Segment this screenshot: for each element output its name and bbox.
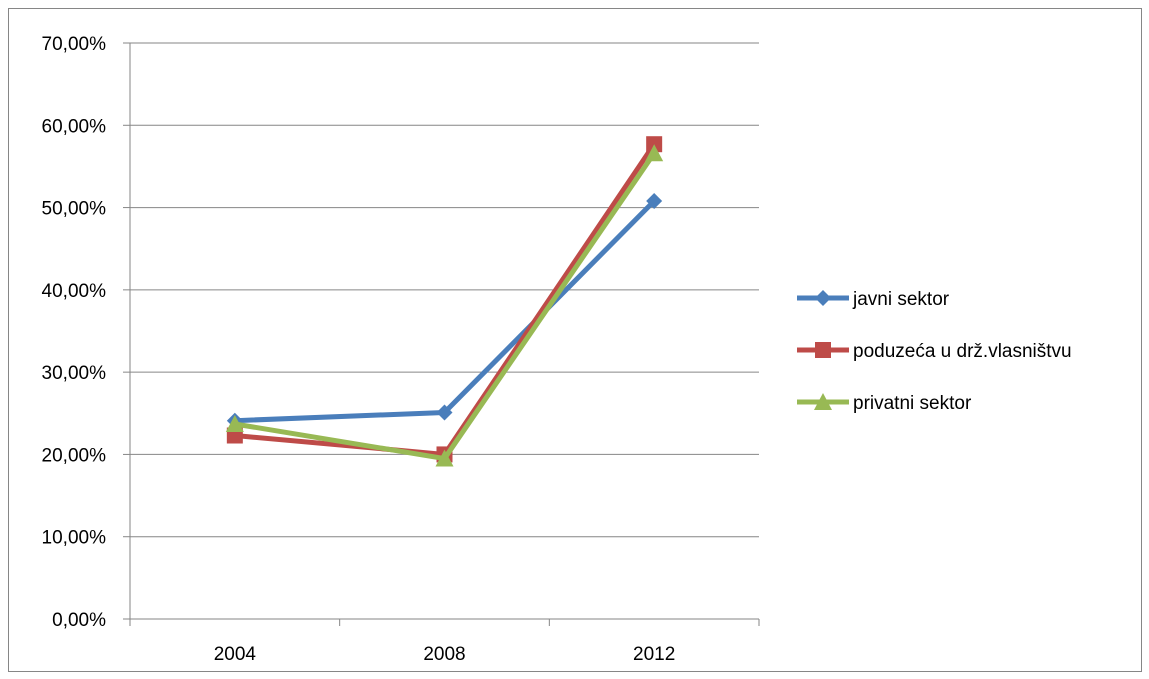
legend-item: poduzeća u drž.vlasništvu — [797, 341, 1072, 362]
legend-marker — [815, 290, 831, 306]
axes — [123, 42, 760, 626]
legend-label: privatni sektor — [853, 393, 972, 414]
legend-label: javni sektor — [852, 289, 950, 310]
x-axis-tick-label: 2008 — [423, 644, 465, 665]
y-axis-tick-label: 0,00% — [52, 610, 106, 631]
legend-item: privatni sektor — [797, 393, 972, 414]
y-axis-tick-label: 70,00% — [42, 34, 107, 55]
y-axis-tick-labels: 0,00% 10,00% 20,00% 30,00% 40,00% 50,00% 60,00… — [42, 34, 107, 631]
y-axis-tick-label: 50,00% — [42, 199, 107, 220]
y-axis-tick-label: 20,00% — [42, 445, 107, 466]
x-axis-tick-label: 2012 — [633, 644, 675, 665]
legend-marker — [814, 393, 832, 410]
data-point — [436, 404, 453, 421]
series-2 — [225, 144, 664, 467]
legend-label: poduzeća u drž.vlasništvu — [853, 341, 1072, 362]
y-axis-tick-label: 40,00% — [42, 281, 107, 302]
y-axis-tick-label: 10,00% — [42, 528, 107, 549]
legend-item: javni sektor — [797, 289, 950, 310]
y-axis-tick-label: 60,00% — [42, 116, 107, 137]
data-point — [646, 136, 663, 153]
chart-frame — [8, 8, 1142, 672]
data-point — [435, 449, 454, 467]
data-point — [645, 144, 664, 162]
x-axis-tick-labels: 2004 2008 2012 — [214, 644, 676, 665]
series-lines — [225, 136, 664, 467]
x-axis-tick-label: 2004 — [214, 644, 257, 665]
data-point — [225, 414, 244, 432]
y-axis-tick-label: 30,00% — [42, 363, 107, 384]
data-point — [646, 192, 663, 209]
legend: javni sektor poduzeća u drž.vlasništvu pri… — [797, 289, 1072, 414]
gridlines — [130, 42, 759, 538]
legend-marker — [815, 342, 831, 358]
